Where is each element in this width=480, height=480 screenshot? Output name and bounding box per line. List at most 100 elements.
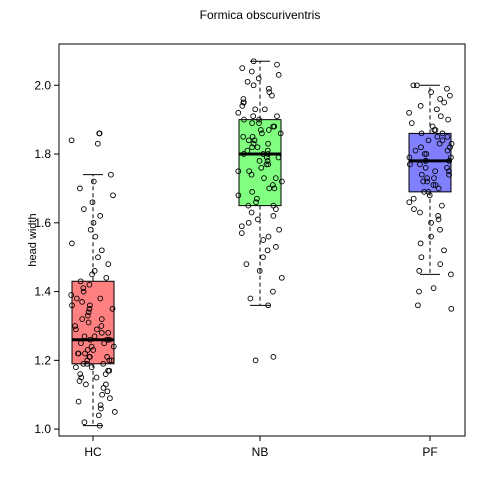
data-point-pf <box>417 161 423 168</box>
data-point-hc <box>109 305 116 312</box>
data-point-hc <box>110 192 116 199</box>
data-point-nb <box>255 216 261 223</box>
data-point-hc <box>79 316 86 322</box>
y-tick-label: 1.2 <box>34 353 51 367</box>
data-point-hc <box>73 364 79 371</box>
data-point-hc <box>68 137 75 144</box>
data-point-pf <box>435 216 442 223</box>
data-point-pf <box>428 233 434 240</box>
data-point-nb <box>249 120 255 126</box>
data-point-pf <box>435 185 442 192</box>
data-point-pf <box>445 116 451 123</box>
data-point-hc <box>110 343 117 350</box>
data-point-pf <box>420 178 427 185</box>
data-point-nb <box>277 130 284 137</box>
data-point-nb <box>256 116 262 123</box>
data-point-hc <box>105 261 112 267</box>
data-point-hc <box>78 340 84 347</box>
data-point-hc <box>80 206 87 212</box>
data-point-nb <box>241 116 247 123</box>
data-point-nb <box>270 202 277 209</box>
data-point-nb <box>263 161 270 168</box>
data-point-hc <box>101 340 108 347</box>
data-point-hc <box>87 302 93 309</box>
y-tick-label: 1.8 <box>34 147 51 161</box>
data-point-pf <box>446 158 453 164</box>
data-point-nb <box>250 58 257 65</box>
data-point-hc <box>104 354 110 360</box>
data-point-nb <box>258 164 265 171</box>
data-point-hc <box>97 295 104 302</box>
data-point-hc <box>91 268 98 274</box>
data-point-nb <box>260 254 266 261</box>
data-point-hc <box>68 292 75 298</box>
data-point-nb <box>264 247 271 254</box>
data-point-pf <box>437 96 443 102</box>
data-point-nb <box>265 140 271 147</box>
data-point-pf <box>418 254 425 261</box>
data-point-nb <box>246 168 253 175</box>
data-point-pf <box>424 175 430 181</box>
data-point-pf <box>417 240 424 247</box>
data-point-nb <box>235 192 242 199</box>
data-point-hc <box>92 233 99 240</box>
data-point-hc <box>94 140 101 147</box>
x-tick-label: HC <box>84 445 102 459</box>
data-point-hc <box>98 405 104 412</box>
data-point-nb <box>235 109 242 116</box>
data-point-nb <box>264 147 271 154</box>
data-point-nb <box>259 130 265 137</box>
data-point-hc <box>91 333 98 340</box>
data-point-hc <box>98 247 105 254</box>
data-point-nb <box>256 120 262 126</box>
box-nb <box>238 60 282 306</box>
box-pf <box>408 84 452 275</box>
data-point-pf <box>432 182 439 188</box>
data-point-pf <box>415 302 421 309</box>
data-point-hc <box>103 381 109 388</box>
data-point-hc <box>98 316 105 322</box>
data-point-nb <box>243 261 250 267</box>
data-point-hc <box>103 274 110 281</box>
data-point-nb <box>249 133 256 140</box>
data-point-pf <box>435 213 441 219</box>
data-point-nb <box>239 65 246 71</box>
data-point-pf <box>431 175 437 181</box>
data-point-pf <box>448 140 455 147</box>
data-point-hc <box>79 299 85 305</box>
data-point-hc <box>93 374 100 381</box>
data-point-nb <box>270 213 277 219</box>
data-point-pf <box>432 168 438 175</box>
data-point-nb <box>244 147 251 154</box>
box-iqr <box>71 280 115 365</box>
data-point-pf <box>434 133 441 140</box>
data-point-pf <box>412 147 419 154</box>
data-point-hc <box>99 391 105 398</box>
data-point-nb <box>265 302 272 309</box>
data-point-hc <box>72 323 78 329</box>
data-point-nb <box>255 75 262 82</box>
data-point-hc <box>75 398 82 405</box>
data-point-nb <box>274 61 280 68</box>
data-point-nb <box>249 189 256 195</box>
data-point-pf <box>444 164 450 171</box>
y-axis-label: head width <box>27 213 39 266</box>
data-point-pf <box>448 305 455 312</box>
data-point-pf <box>406 154 413 161</box>
data-point-pf <box>448 271 454 278</box>
data-point-pf <box>430 182 437 188</box>
data-point-pf <box>410 82 417 89</box>
data-point-pf <box>432 127 439 133</box>
data-point-hc <box>98 329 105 336</box>
x-tick-label: NB <box>252 445 269 459</box>
data-point-pf <box>416 268 423 274</box>
data-point-nb <box>240 96 247 102</box>
data-point-hc <box>84 347 91 353</box>
data-point-nb <box>240 99 247 106</box>
y-axis: 1.0 1.2 1.4 1.6 1.8 2.0 <box>34 78 59 436</box>
data-point-nb <box>270 288 276 295</box>
data-point-hc <box>86 281 93 288</box>
data-point-nb <box>278 274 285 281</box>
data-point-pf <box>437 226 443 233</box>
data-point-nb <box>279 178 285 185</box>
